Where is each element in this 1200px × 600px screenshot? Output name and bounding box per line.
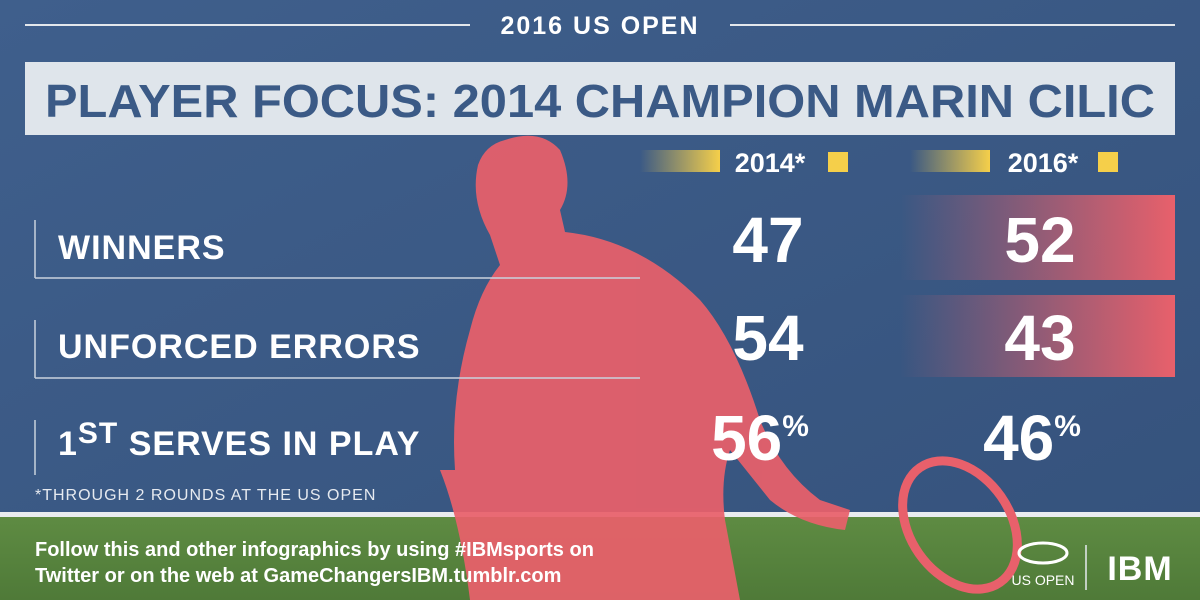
player-silhouette [440, 135, 850, 600]
header-accent [910, 150, 990, 172]
row-label: UNFORCED ERRORS [58, 328, 421, 366]
logo-ball [1017, 541, 1069, 565]
footnote: *THROUGH 2 ROUNDS AT THE US OPEN [35, 487, 376, 504]
highlight-bar [900, 295, 1175, 377]
row-label: 1ST SERVES IN PLAY [58, 417, 421, 463]
stat-value: 52 [1004, 204, 1075, 276]
footer-text: Twitter or on the web at GameChangersIBM… [35, 565, 561, 587]
stat-value: 46% [983, 402, 1081, 474]
stat-value: 43 [1004, 302, 1075, 374]
header-accent [640, 150, 720, 172]
us-open-logo: US OPEN [1011, 541, 1075, 588]
title-box [25, 62, 1175, 135]
column-header: 2014* [735, 148, 806, 178]
stat-value: 54 [732, 302, 804, 374]
footer-text: Follow this and other infographics by us… [35, 539, 594, 561]
value-unit: % [782, 410, 809, 443]
title: PLAYER FOCUS: 2014 CHAMPION MARIN CILIC [45, 75, 1155, 127]
racket [898, 456, 1022, 594]
header-accent [828, 152, 848, 172]
highlight-bar [900, 195, 1175, 280]
row-label: WINNERS [58, 229, 226, 267]
label-part: SERVES IN PLAY [118, 425, 420, 463]
value-number: 46 [983, 402, 1054, 474]
value-unit: % [1054, 410, 1081, 443]
header-accent [1098, 152, 1118, 172]
value-number: 56 [711, 402, 782, 474]
label-part: 1 [58, 425, 78, 463]
label-superscript: ST [78, 417, 118, 450]
column-header: 2016* [1008, 148, 1079, 178]
logo-text: US OPEN [1011, 572, 1074, 588]
ibm-logo: IBM [1107, 550, 1172, 588]
stat-value: 56% [711, 402, 809, 474]
event-label: 2016 US OPEN [500, 12, 699, 40]
stat-value: 47 [732, 204, 803, 276]
